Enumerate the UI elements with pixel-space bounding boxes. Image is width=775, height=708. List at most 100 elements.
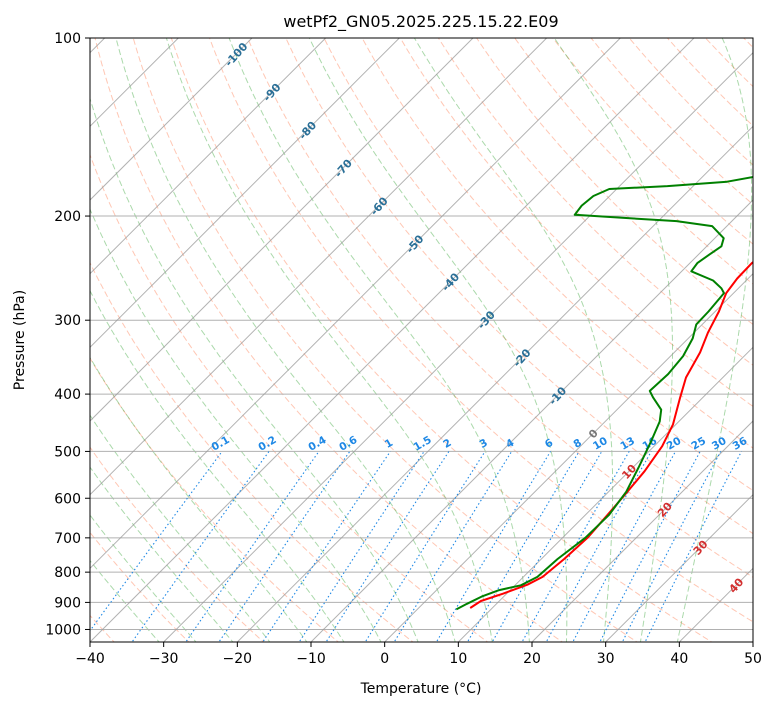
y-tick-label: 700 bbox=[54, 531, 81, 547]
isotherm-line bbox=[605, 493, 753, 642]
mixing-ratio-label: 2 bbox=[441, 437, 453, 451]
dry-adiabat-label: -50 bbox=[404, 232, 427, 256]
dry-adiabat-line bbox=[90, 261, 414, 642]
moist-adiabat-line bbox=[228, 38, 530, 642]
dewpoint-profile-line bbox=[455, 175, 753, 611]
moist-adiabat-line bbox=[90, 96, 419, 642]
dry-adiabat-line bbox=[132, 38, 638, 642]
isotherm-gridlines bbox=[90, 38, 753, 642]
mixing-ratio-label: 36 bbox=[731, 435, 750, 453]
isotherm-line bbox=[163, 51, 753, 642]
isotherm-line bbox=[90, 38, 548, 496]
moist-adiabat-line bbox=[90, 414, 271, 642]
mixing-ratio-line bbox=[599, 451, 701, 642]
background-lines bbox=[90, 25, 775, 645]
mixing-ratio-line bbox=[435, 451, 552, 642]
mixing-ratio-line bbox=[364, 451, 486, 642]
mixing-ratio-line bbox=[466, 451, 580, 642]
mixing-ratio-line bbox=[298, 451, 425, 642]
dry-adiabat-label: -70 bbox=[332, 156, 355, 180]
isotherm-line bbox=[90, 38, 253, 201]
y-tick-label: 600 bbox=[54, 491, 81, 507]
x-tick-label: −30 bbox=[149, 651, 179, 667]
x-axis-ticks: −40 −30 −20 −10 0 10 20 30 40 50 bbox=[75, 642, 762, 667]
moist-adiabat-line bbox=[676, 38, 753, 642]
moist-adiabat-line bbox=[413, 38, 614, 642]
x-tick-label: −40 bbox=[75, 651, 105, 667]
dry-adiabat-line bbox=[666, 38, 753, 127]
dry-adiabat-label: -90 bbox=[261, 81, 284, 105]
mixing-ratio-label: 3 bbox=[477, 437, 489, 451]
isotherm-line bbox=[236, 125, 753, 642]
moist-adiabat-line bbox=[90, 466, 234, 642]
x-tick-label: −10 bbox=[296, 651, 326, 667]
x-tick-label: 20 bbox=[523, 651, 541, 667]
dry-adiabat-line bbox=[323, 38, 753, 492]
dry-adiabat-label: -80 bbox=[296, 119, 319, 143]
mixing-ratio-label: 1 bbox=[383, 437, 395, 451]
mixing-ratio-label: 0.1 bbox=[210, 434, 232, 454]
isotherm-line bbox=[752, 641, 753, 642]
mixing-ratio-label: 6 bbox=[543, 437, 555, 451]
dry-adiabat-line bbox=[90, 153, 489, 642]
dry-adiabat-line bbox=[208, 38, 753, 623]
dry-adiabat-line bbox=[514, 38, 753, 285]
dry-adiabat-line bbox=[476, 38, 753, 326]
dry-adiabat-label: -60 bbox=[368, 194, 391, 218]
mixing-ratio-line bbox=[393, 451, 513, 642]
isotherm-line bbox=[90, 38, 400, 349]
x-tick-label: 50 bbox=[744, 651, 762, 667]
isotherm-line bbox=[90, 38, 474, 422]
mixing-ratio-line bbox=[131, 451, 270, 642]
mixing-ratio-label: 0.4 bbox=[306, 434, 328, 454]
plot-frame bbox=[89, 37, 754, 643]
y-axis-label: Pressure (hPa) bbox=[12, 290, 28, 390]
moist-adiabat-line bbox=[165, 38, 493, 642]
mixing-ratio-label: 30 bbox=[710, 435, 729, 453]
y-tick-label: 1000 bbox=[45, 622, 81, 638]
mixing-ratio-line bbox=[572, 451, 676, 642]
mixing-ratio-line bbox=[325, 451, 450, 642]
y-tick-label: 300 bbox=[54, 313, 81, 329]
isotherm-line bbox=[310, 199, 753, 642]
mixing-ratio-line bbox=[262, 451, 391, 642]
moist-adiabat-line bbox=[90, 207, 382, 642]
moist-adiabat-line bbox=[308, 38, 568, 642]
dry-adiabat-line bbox=[90, 357, 340, 642]
x-tick-label: −20 bbox=[223, 651, 253, 667]
mixing-ratio-line bbox=[621, 451, 722, 642]
mixing-ratio-line bbox=[90, 451, 223, 632]
x-tick-label: 40 bbox=[670, 651, 688, 667]
moist-adiabat-line bbox=[90, 356, 308, 642]
y-tick-label: 500 bbox=[54, 444, 81, 460]
dry-adiabat-line bbox=[285, 38, 753, 535]
mixing-ratio-lines bbox=[90, 451, 742, 642]
y-tick-label: 900 bbox=[54, 595, 81, 611]
moist-adiabats bbox=[90, 38, 753, 642]
dry-adiabats bbox=[90, 25, 775, 645]
y-tick-label: 800 bbox=[54, 565, 81, 581]
isobar-gridlines bbox=[90, 38, 753, 630]
moist-adiabat-line bbox=[115, 38, 456, 642]
dry-adiabat-line bbox=[437, 38, 753, 366]
mixing-ratio-label: 0.2 bbox=[256, 434, 278, 454]
isotherm-line bbox=[457, 346, 753, 642]
moist-adiabat-line bbox=[90, 514, 197, 642]
dry-adiabat-line bbox=[247, 38, 753, 578]
dry-adiabat-line bbox=[90, 446, 265, 642]
mixing-ratio-line bbox=[545, 451, 652, 642]
mixing-ratio-labels: 0.1 0.2 0.4 0.6 1 1.5 2 3 4 6 8 10 13 16 20 25 30 36 bbox=[210, 434, 750, 454]
moist-adiabat-line bbox=[90, 289, 345, 642]
moist-adiabat-line bbox=[553, 38, 673, 642]
x-axis-label: Temperature (°C) bbox=[360, 681, 482, 697]
dry-adiabat-label: 30 bbox=[691, 537, 711, 557]
y-tick-label: 100 bbox=[54, 31, 81, 47]
y-tick-label: 400 bbox=[54, 387, 81, 403]
y-axis-ticks: 100 200 300 400 500 600 700 800 900 1000 bbox=[45, 31, 90, 638]
dry-adiabat-line bbox=[769, 25, 775, 645]
isotherm-line bbox=[90, 38, 327, 275]
temperature-profile-line bbox=[469, 260, 753, 609]
dry-adiabat-line bbox=[399, 38, 753, 408]
